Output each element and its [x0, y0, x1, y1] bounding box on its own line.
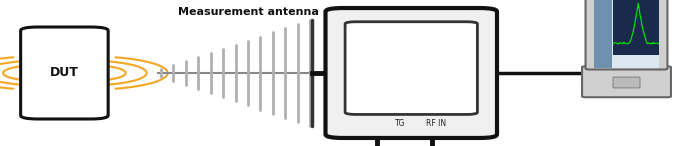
Text: EMCview: EMCview — [606, 7, 662, 16]
FancyBboxPatch shape — [345, 22, 477, 114]
FancyBboxPatch shape — [326, 8, 497, 138]
FancyBboxPatch shape — [582, 66, 671, 97]
FancyBboxPatch shape — [586, 0, 668, 69]
Text: Spectrum Analyzer: Spectrum Analyzer — [378, 7, 497, 16]
FancyBboxPatch shape — [21, 27, 108, 119]
FancyBboxPatch shape — [613, 77, 640, 88]
Bar — [612, 0, 659, 55]
FancyBboxPatch shape — [594, 0, 659, 68]
Text: TG: TG — [395, 119, 405, 128]
Text: Measurement antenna: Measurement antenna — [178, 7, 319, 16]
Text: DUT: DUT — [50, 66, 79, 80]
Bar — [594, 0, 612, 68]
Text: RF IN: RF IN — [426, 119, 446, 128]
